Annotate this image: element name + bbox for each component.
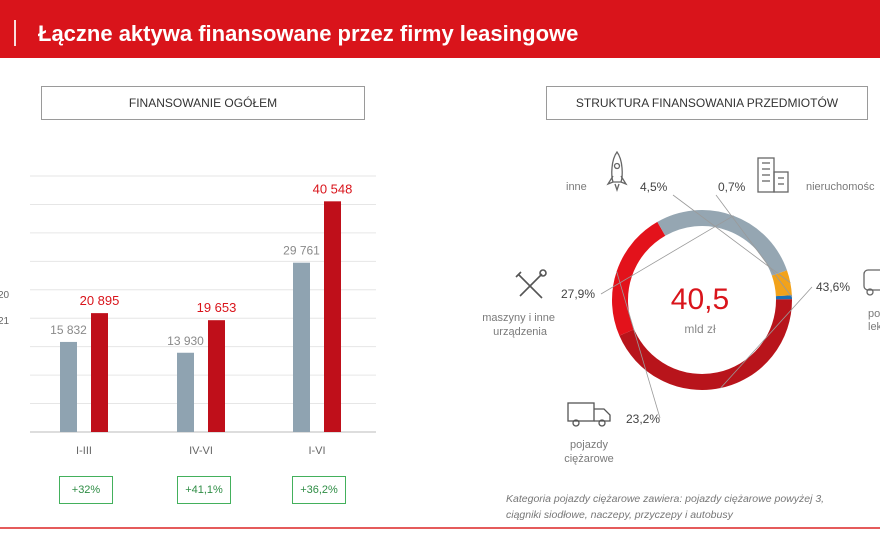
bar-series2-2 <box>324 201 341 432</box>
category-label-pojazdy-lekkie-2: lek <box>868 321 880 333</box>
footer-divider <box>0 527 880 529</box>
growth-badge-iv-vi: +41,1% <box>177 476 231 504</box>
x-tick-label-1: IV-VI <box>189 445 213 457</box>
category-label-pojazdy-lekkie-1: po <box>868 308 880 320</box>
page-title: Łączne aktywa finansowane przez firmy le… <box>38 21 579 46</box>
bar-series2-0 <box>91 313 108 432</box>
donut-slice-3 <box>657 210 787 276</box>
footnote: Kategoria pojazdy ciężarowe zawiera: poj… <box>506 491 824 523</box>
header-divider <box>14 20 16 46</box>
data-label-series2-1: 19 653 <box>197 300 237 315</box>
donut-slice-2 <box>612 221 666 336</box>
footnote-line-1: Kategoria pojazdy ciężarowe zawiera: poj… <box>506 493 825 505</box>
tools-icon <box>515 269 547 299</box>
building-icon <box>757 157 789 193</box>
footnote-line-2: ciągniki siodłowe, naczepy, przyczepy i … <box>506 509 733 521</box>
bar-gridlines <box>30 175 376 433</box>
x-tick-label-0: I-III <box>76 445 92 457</box>
slice-label-pojazdy-lekkie: 43,6% <box>816 280 851 294</box>
leader-line-3 <box>672 194 791 283</box>
bar-series2-1 <box>208 320 225 432</box>
bar-series1-1 <box>177 352 194 432</box>
donut-slice-1 <box>619 299 792 390</box>
leader-line-2 <box>600 215 734 295</box>
legend-fragment-2020: 20 <box>0 290 10 301</box>
leader-line-1 <box>616 271 661 419</box>
header-bar: Łączne aktywa finansowane przez firmy le… <box>0 0 880 58</box>
slice-label-ciezarowe: 23,2% <box>626 412 661 426</box>
donut-center-value: 40,5 <box>670 283 730 316</box>
category-label-maszyny-1: maszyny i inne <box>482 312 555 324</box>
data-label-series1-2: 29 761 <box>283 244 320 258</box>
leader-line-0 <box>720 286 813 389</box>
donut-center-unit: mld zł <box>684 322 716 336</box>
donut-chart-title: STRUKTURA FINANSOWANIA PRZEDMIOTÓW <box>546 86 868 120</box>
category-label-maszyny-2: urządzenia <box>493 326 547 338</box>
data-label-series2-2: 40 548 <box>313 181 353 196</box>
slice-label-maszyny: 27,9% <box>561 287 596 301</box>
data-label-series1-0: 15 832 <box>50 323 87 337</box>
bar-series1-0 <box>60 341 77 432</box>
growth-badge-i-vi: +36,2% <box>292 476 346 504</box>
legend-fragment-2021: 21 <box>0 316 10 327</box>
category-label-nieruchomosci: nieruchomośc <box>806 181 875 193</box>
rocket-icon <box>606 150 628 193</box>
slice-label-nieruchomosci: 0,7% <box>718 180 746 194</box>
growth-badge-i-iii: +32% <box>59 476 113 504</box>
truck-icon <box>567 402 611 427</box>
bar-series1-2 <box>293 262 310 432</box>
bar-series: 15 832 20 895 I-III 13 930 19 653 IV-VI 29 761… <box>50 181 352 457</box>
leader-line-4 <box>715 194 793 298</box>
category-label-ciezarowe-1: pojazdy <box>570 439 608 451</box>
car-icon <box>863 269 880 296</box>
category-label-ciezarowe-2: ciężarowe <box>564 453 614 465</box>
data-label-series1-1: 13 930 <box>167 334 204 348</box>
category-label-inne: inne <box>566 181 587 193</box>
data-label-series2-0: 20 895 <box>80 293 120 308</box>
slice-label-inne: 4,5% <box>640 180 668 194</box>
leader-lines <box>600 194 813 419</box>
bar-chart-title: FINANSOWANIE OGÓŁEM <box>41 86 365 120</box>
x-tick-label-2: I-VI <box>308 445 325 457</box>
